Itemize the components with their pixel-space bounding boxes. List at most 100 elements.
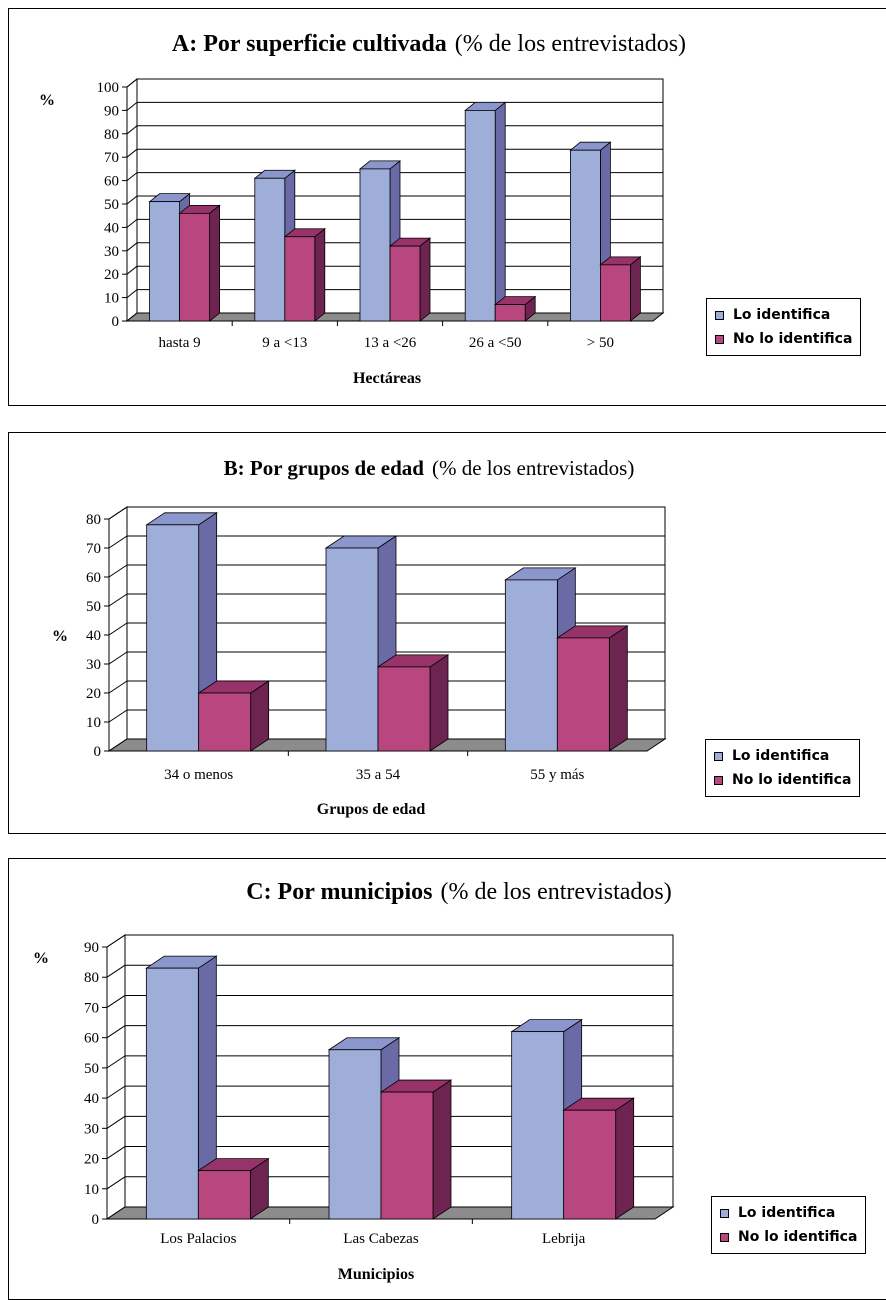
- gridline-side: [106, 995, 126, 1008]
- y-tick-label: 90: [84, 940, 99, 956]
- x-tick-label: Lebrija: [542, 1231, 586, 1247]
- gridline-side: [106, 934, 126, 948]
- legend-item-no-lo-identifica: No lo identifica: [714, 768, 851, 792]
- chart-c-ylabel: %: [33, 950, 49, 967]
- legend-item-lo-identifica: Lo identifica: [714, 744, 851, 768]
- y-tick-label: 10: [86, 715, 101, 731]
- y-tick-label: 30: [86, 657, 101, 673]
- gridline-side: [126, 265, 138, 275]
- bar-no-lo-identifica: [197, 680, 270, 752]
- gridline-side: [106, 1115, 126, 1129]
- bar-no-lo-identifica: [376, 654, 450, 752]
- bar-front: [179, 212, 211, 322]
- chart-a-legend: Lo identifica No lo identifica: [706, 298, 862, 356]
- chart-b-xlabel: Grupos de edad: [317, 801, 426, 818]
- bar-front: [197, 1170, 251, 1220]
- gridline-side: [126, 242, 138, 252]
- bar-lo-identifica: [464, 101, 507, 322]
- y-tick-label: 50: [104, 197, 119, 213]
- y-tick-label: 20: [86, 686, 101, 702]
- gridline-side: [108, 651, 128, 665]
- legend-swatch-red: [715, 334, 724, 344]
- bar-no-lo-identifica: [283, 227, 326, 322]
- gridline-side: [108, 709, 128, 723]
- y-tick-label: 30: [104, 244, 119, 260]
- bar-no-lo-identifica: [178, 204, 221, 322]
- bar-front: [149, 201, 181, 322]
- chart-a-title-bold: A: Por superficie cultivada: [172, 31, 447, 57]
- gridline-side: [126, 219, 138, 228]
- bar-front: [284, 236, 316, 322]
- x-tick-label: 34 o menos: [164, 767, 233, 783]
- chart-b-plot: 0 10 20 30 40 50 60 70 80 34 o menos 35 a 54 55 y m…: [86, 506, 667, 783]
- x-tick-label: > 50: [587, 335, 614, 351]
- bar-front: [464, 110, 496, 322]
- x-tick-label: 13 a <26: [364, 335, 417, 351]
- y-tick-label: 70: [104, 150, 119, 166]
- legend-label: Lo identifica: [738, 1205, 836, 1221]
- legend-item-no-lo-identifica: No lo identifica: [720, 1225, 857, 1249]
- legend-label: Lo identifica: [732, 748, 830, 764]
- bar-no-lo-identifica: [379, 1079, 453, 1220]
- x-tick-label: hasta 9: [159, 335, 201, 351]
- bar-side: [314, 227, 326, 322]
- gridline-side: [126, 125, 138, 135]
- legend-swatch-blue: [715, 310, 724, 320]
- y-tick-label: 80: [84, 970, 99, 986]
- bar-front: [377, 666, 431, 752]
- x-tick-label: 9 a <13: [262, 335, 307, 351]
- y-tick-label: 90: [104, 103, 119, 119]
- bar-front: [145, 967, 199, 1220]
- chart-c-legend: Lo identifica No lo identifica: [711, 1196, 867, 1254]
- y-tick-label: 10: [104, 291, 119, 307]
- chart-b-title-rest: (% de los entrevistados): [432, 456, 634, 480]
- gridline-side: [106, 1025, 126, 1039]
- x-tick-label: 55 y más: [530, 767, 584, 783]
- legend-item-no-lo-identifica: No lo identifica: [715, 327, 852, 351]
- gridline-side: [106, 964, 126, 978]
- bar-front: [146, 524, 200, 752]
- y-tick-label: 0: [92, 1212, 100, 1228]
- gridline-side: [106, 1146, 126, 1159]
- gridline-side: [108, 564, 128, 578]
- bar-front: [198, 692, 252, 752]
- x-tick-label: 35 a 54: [356, 767, 401, 783]
- chart-c-xlabel: Municipios: [338, 1266, 414, 1283]
- y-tick-label: 40: [86, 628, 101, 644]
- gridline-side: [126, 172, 138, 181]
- gridline-side: [106, 1055, 126, 1069]
- gridline-side: [126, 102, 138, 111]
- bar-side: [615, 1097, 635, 1220]
- bar-lo-identifica: [145, 955, 218, 1220]
- chart-b-legend: Lo identifica No lo identifica: [705, 739, 861, 797]
- chart-a-xlabel: Hectáreas: [353, 370, 421, 387]
- legend-item-lo-identifica: Lo identifica: [715, 303, 852, 327]
- y-tick-label: 60: [84, 1031, 99, 1047]
- gridline-side: [108, 622, 128, 636]
- y-tick-label: 0: [94, 744, 102, 760]
- legend-swatch-red: [714, 775, 723, 785]
- chart-c-svg: C: Por municipios (% de los entrevistados…: [33, 879, 675, 1283]
- bar-side: [209, 204, 221, 322]
- bar-front: [570, 149, 601, 322]
- bar-side: [630, 256, 641, 322]
- y-tick-label: 70: [86, 541, 101, 557]
- y-tick-label: 50: [84, 1061, 99, 1077]
- x-tick-label: Las Cabezas: [343, 1231, 419, 1247]
- bar-front: [556, 637, 610, 752]
- bar-lo-identifica: [145, 512, 218, 752]
- bar-side: [429, 654, 449, 752]
- y-tick-label: 20: [104, 267, 119, 283]
- chart-c-title: C: Por municipios (% de los entrevistados…: [246, 879, 672, 905]
- chart-b-ylabel: %: [52, 628, 68, 645]
- y-tick-label: 30: [84, 1121, 99, 1137]
- chart-b-svg: B: Por grupos de edad (% de los entrevist…: [52, 456, 667, 818]
- bar-front: [494, 304, 526, 322]
- bar-front: [511, 1031, 565, 1220]
- gridline-side: [108, 535, 128, 549]
- y-tick-label: 50: [86, 599, 101, 615]
- chart-a-plot: 0 10 20 30 40 50 60 70 80 90 100 hasta 9 9 a <13 13 a…: [97, 77, 665, 351]
- bar-no-lo-identifica: [562, 1097, 635, 1220]
- legend-label: No lo identifica: [738, 1229, 858, 1245]
- bar-side: [419, 237, 431, 322]
